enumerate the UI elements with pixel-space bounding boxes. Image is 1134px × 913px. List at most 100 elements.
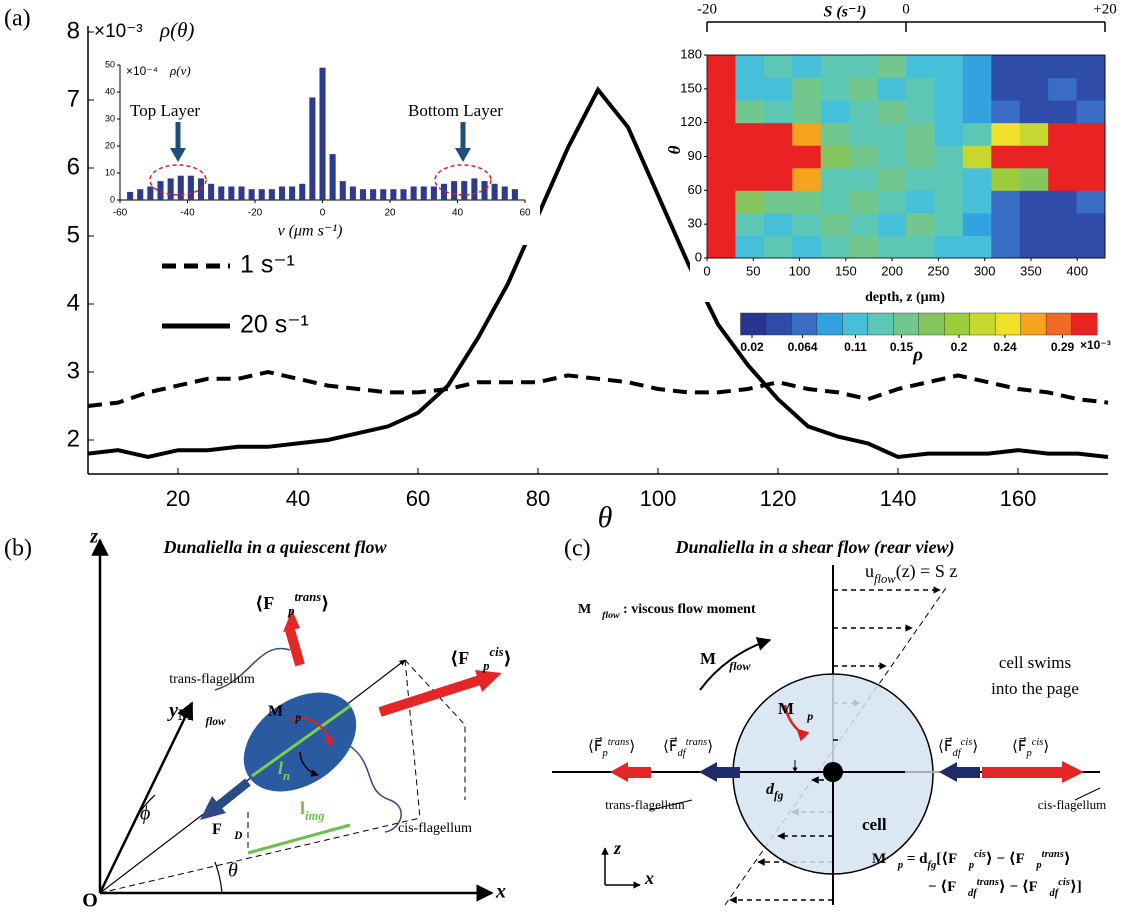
heatmap-cell xyxy=(763,190,793,214)
y-axis xyxy=(98,701,194,894)
label-part: ⟩ xyxy=(629,739,635,755)
drag-force-head xyxy=(200,796,226,820)
label-superscript: trans xyxy=(608,737,630,748)
heatmap-cell xyxy=(962,212,992,236)
y-tick-label: 40 xyxy=(105,86,115,96)
heatmap-cell xyxy=(1048,122,1078,146)
force-arrow xyxy=(626,767,651,778)
heatmap-cell xyxy=(735,212,765,236)
x-tick-label: 0 xyxy=(703,263,710,278)
distance-label: dfg xyxy=(766,781,784,802)
heatmap-cell xyxy=(962,145,992,169)
heatmap-cell xyxy=(1048,235,1078,259)
heatmap-cell xyxy=(991,167,1021,191)
heatmap-cell xyxy=(849,235,879,259)
colorbar-tick-label: 0.24 xyxy=(993,340,1017,354)
heatmap-cell xyxy=(934,167,964,191)
x-tick-label: 40 xyxy=(286,486,310,511)
label-part: ⟨F⃗ xyxy=(450,648,483,668)
label-part: = d xyxy=(903,851,928,867)
annotation: Bottom Layer xyxy=(408,101,503,120)
heatmap-cell xyxy=(763,167,793,191)
heatmap-cell xyxy=(735,55,765,79)
heatmap-cell xyxy=(763,235,793,259)
heatmap-cell xyxy=(735,77,765,101)
heatmap-cell xyxy=(1019,167,1049,191)
l-n-line xyxy=(251,704,351,778)
cis-force-arrow xyxy=(378,675,482,717)
x-tick-label: 150 xyxy=(835,263,857,278)
force-head xyxy=(699,762,717,782)
panel-title: Dunaliella in a quiescent flow xyxy=(162,537,387,557)
x-axis-label: v (μm s⁻¹) xyxy=(278,223,343,240)
bar xyxy=(451,181,458,200)
note: cell swims xyxy=(999,653,1071,672)
colorbar-cell xyxy=(1045,312,1073,336)
heatmap-cell xyxy=(735,145,765,169)
bar xyxy=(238,186,245,200)
top-tick-label: -20 xyxy=(697,1,717,17)
projection-lines xyxy=(99,659,466,894)
heatmap-cell xyxy=(735,167,765,191)
y-tick-label: 7 xyxy=(67,85,80,112)
heatmap-cell xyxy=(849,145,879,169)
heatmap-cell xyxy=(792,77,822,101)
heatmap-cell xyxy=(906,77,935,101)
label-part: M⃗ xyxy=(578,602,602,617)
length-label: ln xyxy=(278,758,290,783)
bar xyxy=(349,186,356,200)
legend-label: 1 s⁻¹ xyxy=(240,251,295,279)
flagellum-label: cis-flagellum xyxy=(1038,797,1107,812)
heatmap-cell xyxy=(763,122,793,146)
label-superscript: cis xyxy=(1058,877,1070,888)
heatmap-cell xyxy=(792,55,822,79)
y-tick-label: 0 xyxy=(110,194,115,204)
angle-label: θ xyxy=(228,860,238,882)
bar xyxy=(359,189,367,200)
rotation-arc xyxy=(299,751,319,777)
trans-force-head xyxy=(283,610,300,632)
heatmap-cell xyxy=(962,55,992,79)
top-tick-label: +20 xyxy=(1093,1,1116,17)
x-tick-label: 140 xyxy=(880,486,917,511)
annotation-ring xyxy=(149,164,207,196)
colorbar-cell xyxy=(944,312,971,336)
heatmap-cell xyxy=(991,100,1021,124)
colorbar-cell xyxy=(918,312,945,336)
x-tick-label: 100 xyxy=(640,486,677,511)
label-subscript: df xyxy=(968,888,978,899)
x-tick-label: 20 xyxy=(166,486,190,511)
heatmap-cell xyxy=(820,77,850,101)
bar xyxy=(420,186,427,200)
bar xyxy=(157,181,164,200)
y-tick-label: 120 xyxy=(680,114,702,129)
theta-arc xyxy=(214,861,223,894)
force-label: ⟨F⃗ptrans⟩ xyxy=(588,737,635,759)
heatmap-cell xyxy=(1076,77,1106,101)
heatmap-cell xyxy=(707,77,736,101)
y-tick-label: 6 xyxy=(67,153,80,180)
bar xyxy=(481,181,488,200)
moment-label: M⃗flow xyxy=(700,649,750,673)
top-axis-label: S (s⁻¹) xyxy=(823,4,866,21)
force-label: ⟨F⃗pcis⟩ xyxy=(450,645,512,673)
force-arrow xyxy=(982,767,1064,778)
label-superscript: cis xyxy=(490,645,504,659)
label-superscript: cis xyxy=(974,849,986,860)
heatmap-cell xyxy=(820,167,850,191)
bar xyxy=(289,186,296,200)
y-tick-label: 20 xyxy=(105,140,115,150)
label-subscript: p xyxy=(601,748,607,759)
bar xyxy=(319,67,326,200)
y-tick-label: 180 xyxy=(680,46,702,61)
panel-label: (c) xyxy=(564,536,591,562)
heatmap-cell xyxy=(1048,55,1078,79)
heatmap-cell xyxy=(735,235,765,259)
x-axis-label: θ xyxy=(598,501,613,534)
heatmap-cell xyxy=(849,77,879,101)
label-part: − ⟨F⃗ xyxy=(928,879,968,895)
label-superscript: cis xyxy=(1032,737,1044,748)
cis-force-head xyxy=(475,670,502,692)
bar xyxy=(339,181,346,200)
